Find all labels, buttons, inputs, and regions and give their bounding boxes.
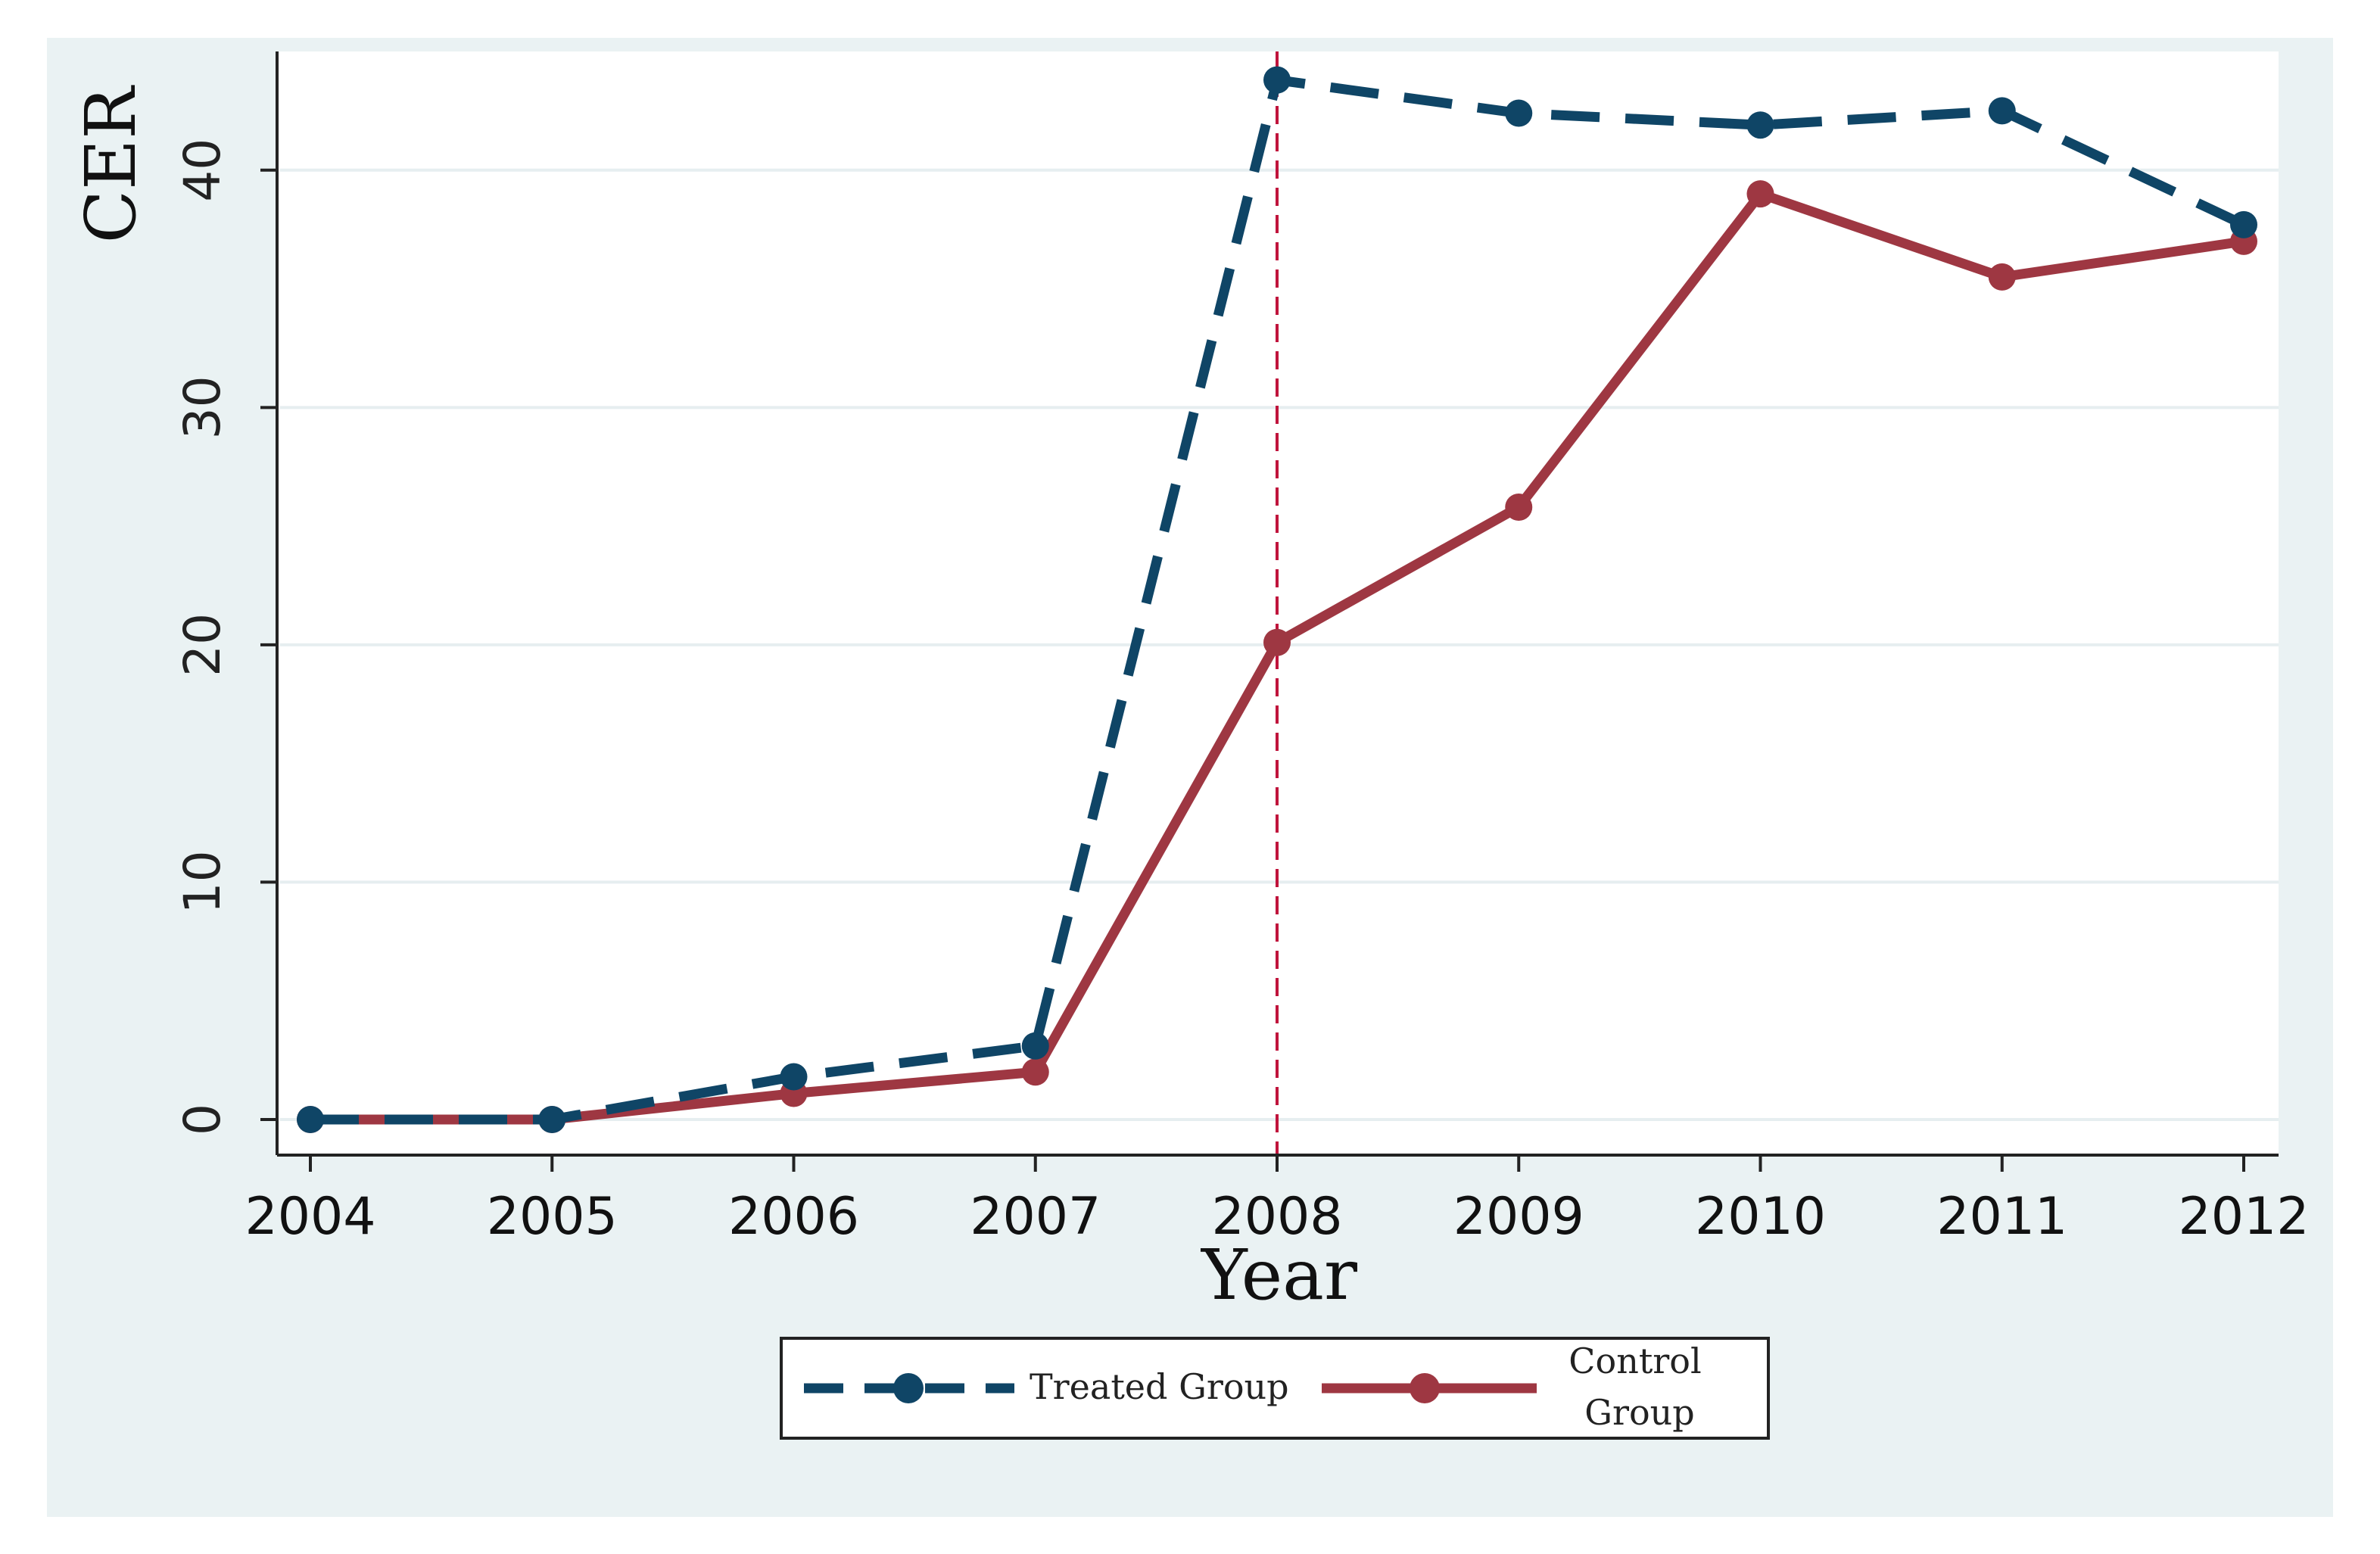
x-axis-title: Year [1200,1235,1357,1316]
x-tick-label: 2011 [1936,1187,2067,1247]
treated-group-point [1263,66,1291,94]
treated-group-point [1988,97,2016,125]
x-tick-label: 2009 [1453,1187,1584,1247]
legend: Treated Group Control Group [780,1337,1770,1440]
y-tick-label: 40 [173,139,232,202]
control-group-point [1746,180,1774,208]
legend-treated-marker [893,1373,924,1403]
legend-control-label-line-1: Control [1568,1341,1701,1381]
treated-group-point [1505,99,1533,127]
treated-group-point [538,1105,566,1133]
control-group-point [1988,263,2016,291]
control-group-point [1263,628,1291,656]
x-tick-label: 2005 [487,1187,618,1247]
y-axis-ticks: 0 10 20 30 40 [173,139,277,1135]
control-group-point [1505,494,1533,522]
legend-control-marker [1410,1373,1440,1403]
treated-group-point [780,1063,808,1091]
x-tick-label: 2004 [245,1187,375,1247]
x-axis-ticks: 2004 2005 2006 2007 2008 2009 2010 2011 2012 [245,1155,2310,1247]
x-tick-label: 2008 [1211,1187,1342,1247]
x-tick-label: 2006 [728,1187,859,1247]
control-group-point [1021,1058,1049,1086]
y-tick-label: 0 [173,1104,232,1135]
treated-group-point [1021,1032,1049,1060]
x-tick-label: 2010 [1695,1187,1826,1247]
y-tick-label: 10 [173,850,232,914]
treated-group-point [1746,111,1774,139]
x-tick-label: 2012 [2178,1187,2309,1247]
y-tick-label: 20 [173,613,232,677]
grid-lines [280,168,2279,1121]
legend-treated-label: Treated Group [1030,1366,1289,1407]
legend-control-label-line-2: Group [1584,1392,1695,1433]
y-axis-title: CER [70,85,151,244]
treated-group-point [297,1105,324,1133]
y-tick-label: 30 [173,375,232,439]
treated-group-point [2230,210,2257,238]
data-series [297,66,2257,1133]
x-tick-label: 2007 [970,1187,1101,1247]
